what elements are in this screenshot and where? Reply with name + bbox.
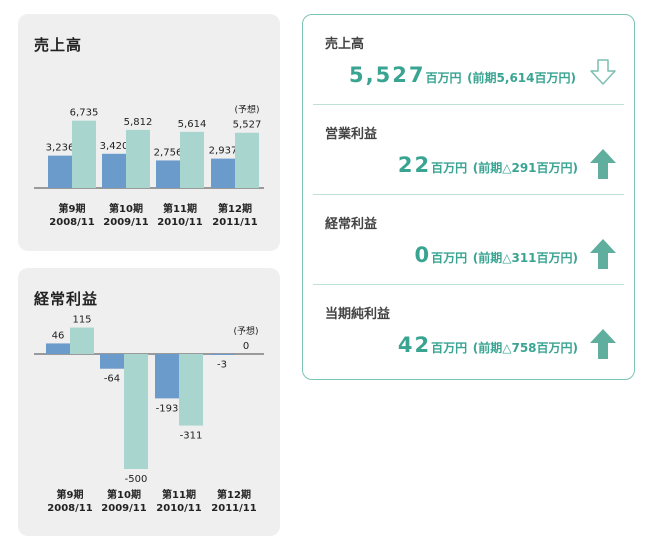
category-label: 第9期 bbox=[59, 202, 86, 215]
summary-label: 売上高 bbox=[325, 37, 365, 52]
data-label: 2,937 bbox=[209, 146, 238, 157]
data-label: 3,420 bbox=[100, 141, 129, 152]
summary-unit: 百万円 bbox=[431, 341, 468, 355]
category-label: 第12期 bbox=[218, 202, 252, 215]
summary-previous: (前期5,614百万円) bbox=[467, 71, 576, 85]
category-label: 2008/11 bbox=[49, 217, 94, 228]
category-label: 2008/11 bbox=[47, 503, 92, 514]
data-label: 5,527 bbox=[233, 120, 262, 131]
summary-divider bbox=[313, 194, 624, 195]
data-label: 5,812 bbox=[124, 117, 153, 128]
sales-chart-title: 売上高 bbox=[34, 36, 83, 54]
category-label: 2010/11 bbox=[157, 217, 202, 228]
summary-previous: (前期△758百万円) bbox=[472, 341, 578, 355]
ordinary-income-chart-title: 経常利益 bbox=[34, 290, 99, 308]
ordinary-income-chart: 46 115 第9期 2008/11 -64 -500 第10期 2009/11 -193 -31… bbox=[34, 315, 264, 514]
summary-value-line: 5,527百万円 (前期5,614百万円) bbox=[349, 63, 576, 87]
data-label: -64 bbox=[104, 374, 120, 385]
chart-bar bbox=[100, 354, 124, 369]
chart-bar bbox=[126, 129, 150, 188]
data-label: -193 bbox=[156, 403, 179, 414]
ordinary-income-chart-panel: 経常利益 46 115 第9期 2008/11 -64 -500 第10期 2009/11 -1… bbox=[18, 268, 280, 536]
chart-bar bbox=[155, 354, 179, 399]
chart-bar bbox=[235, 132, 259, 188]
summary-divider bbox=[313, 284, 624, 285]
data-label: 6,735 bbox=[70, 108, 99, 119]
up-solid-icon bbox=[590, 239, 616, 269]
summary-box: 売上高 5,527百万円 (前期5,614百万円) 営業利益 22百万円 (前期… bbox=[302, 14, 635, 380]
forecast-annotation: (予想) bbox=[233, 325, 258, 337]
chart-bar bbox=[124, 354, 148, 469]
chart-bar bbox=[48, 155, 72, 188]
up-solid-icon bbox=[590, 149, 616, 179]
summary-row-ordinary: 経常利益 0百万円 (前期△311百万円) bbox=[303, 195, 634, 285]
summary-value-line: 42百万円 (前期△758百万円) bbox=[398, 333, 578, 357]
chart-bar bbox=[211, 158, 235, 188]
chart-bar bbox=[72, 120, 96, 188]
summary-value: 22 bbox=[397, 153, 432, 177]
category-label: 2009/11 bbox=[101, 503, 146, 514]
category-label: 第11期 bbox=[162, 488, 196, 501]
summary-unit: 百万円 bbox=[431, 161, 468, 175]
forecast-annotation: (予想) bbox=[234, 104, 259, 116]
chart-bar bbox=[70, 327, 94, 354]
category-label: 2011/11 bbox=[212, 217, 257, 228]
summary-row-net: 当期純利益 42百万円 (前期△758百万円) bbox=[303, 285, 634, 375]
category-label: 第11期 bbox=[163, 202, 197, 215]
chart-bar bbox=[210, 354, 234, 355]
data-label: 0 bbox=[243, 341, 249, 352]
category-label: 第10期 bbox=[109, 202, 143, 215]
category-label: 第10期 bbox=[107, 488, 141, 501]
category-label: 2011/11 bbox=[211, 503, 256, 514]
summary-row-sales: 売上高 5,527百万円 (前期5,614百万円) bbox=[303, 15, 634, 105]
summary-label: 営業利益 bbox=[325, 127, 378, 142]
up-solid-icon bbox=[590, 329, 616, 359]
summary-label: 経常利益 bbox=[325, 217, 378, 232]
sales-chart: 3,236 6,735 第9期 2008/11 3,420 5,812 第10期 2009/1… bbox=[34, 104, 264, 228]
data-label: 46 bbox=[52, 330, 65, 341]
summary-value: 42 bbox=[397, 333, 432, 357]
category-label: 2010/11 bbox=[156, 503, 201, 514]
data-label: -3 bbox=[217, 360, 227, 371]
summary-unit: 百万円 bbox=[425, 71, 462, 85]
summary-divider bbox=[313, 104, 624, 105]
summary-value: 5,527 bbox=[349, 63, 426, 87]
data-label: 115 bbox=[72, 315, 91, 326]
chart-bar bbox=[179, 354, 203, 426]
summary-unit: 百万円 bbox=[431, 251, 468, 265]
chart-bar bbox=[46, 343, 70, 354]
down-outline-icon bbox=[590, 59, 616, 85]
chart-bar bbox=[102, 153, 126, 188]
data-label: 2,756 bbox=[154, 147, 183, 158]
data-label: 3,236 bbox=[46, 143, 75, 154]
data-label: -311 bbox=[180, 431, 203, 442]
summary-value-line: 22百万円 (前期△291百万円) bbox=[398, 153, 578, 177]
sales-chart-panel: 売上高 3,236 6,735 第9期 2008/11 3,420 5,812 第10期 20… bbox=[18, 14, 280, 251]
summary-previous: (前期△311百万円) bbox=[472, 251, 578, 265]
category-label: 第12期 bbox=[217, 488, 251, 501]
summary-value-line: 0百万円 (前期△311百万円) bbox=[415, 243, 578, 267]
category-label: 2009/11 bbox=[103, 217, 148, 228]
category-label: 第9期 bbox=[57, 488, 84, 501]
summary-row-operating: 営業利益 22百万円 (前期△291百万円) bbox=[303, 105, 634, 195]
chart-bar bbox=[156, 160, 180, 188]
summary-value: 0 bbox=[414, 243, 432, 267]
summary-label: 当期純利益 bbox=[325, 307, 391, 322]
summary-previous: (前期△291百万円) bbox=[472, 161, 578, 175]
data-label: 5,614 bbox=[178, 119, 207, 130]
data-label: -500 bbox=[125, 474, 148, 485]
chart-bar bbox=[180, 131, 204, 188]
